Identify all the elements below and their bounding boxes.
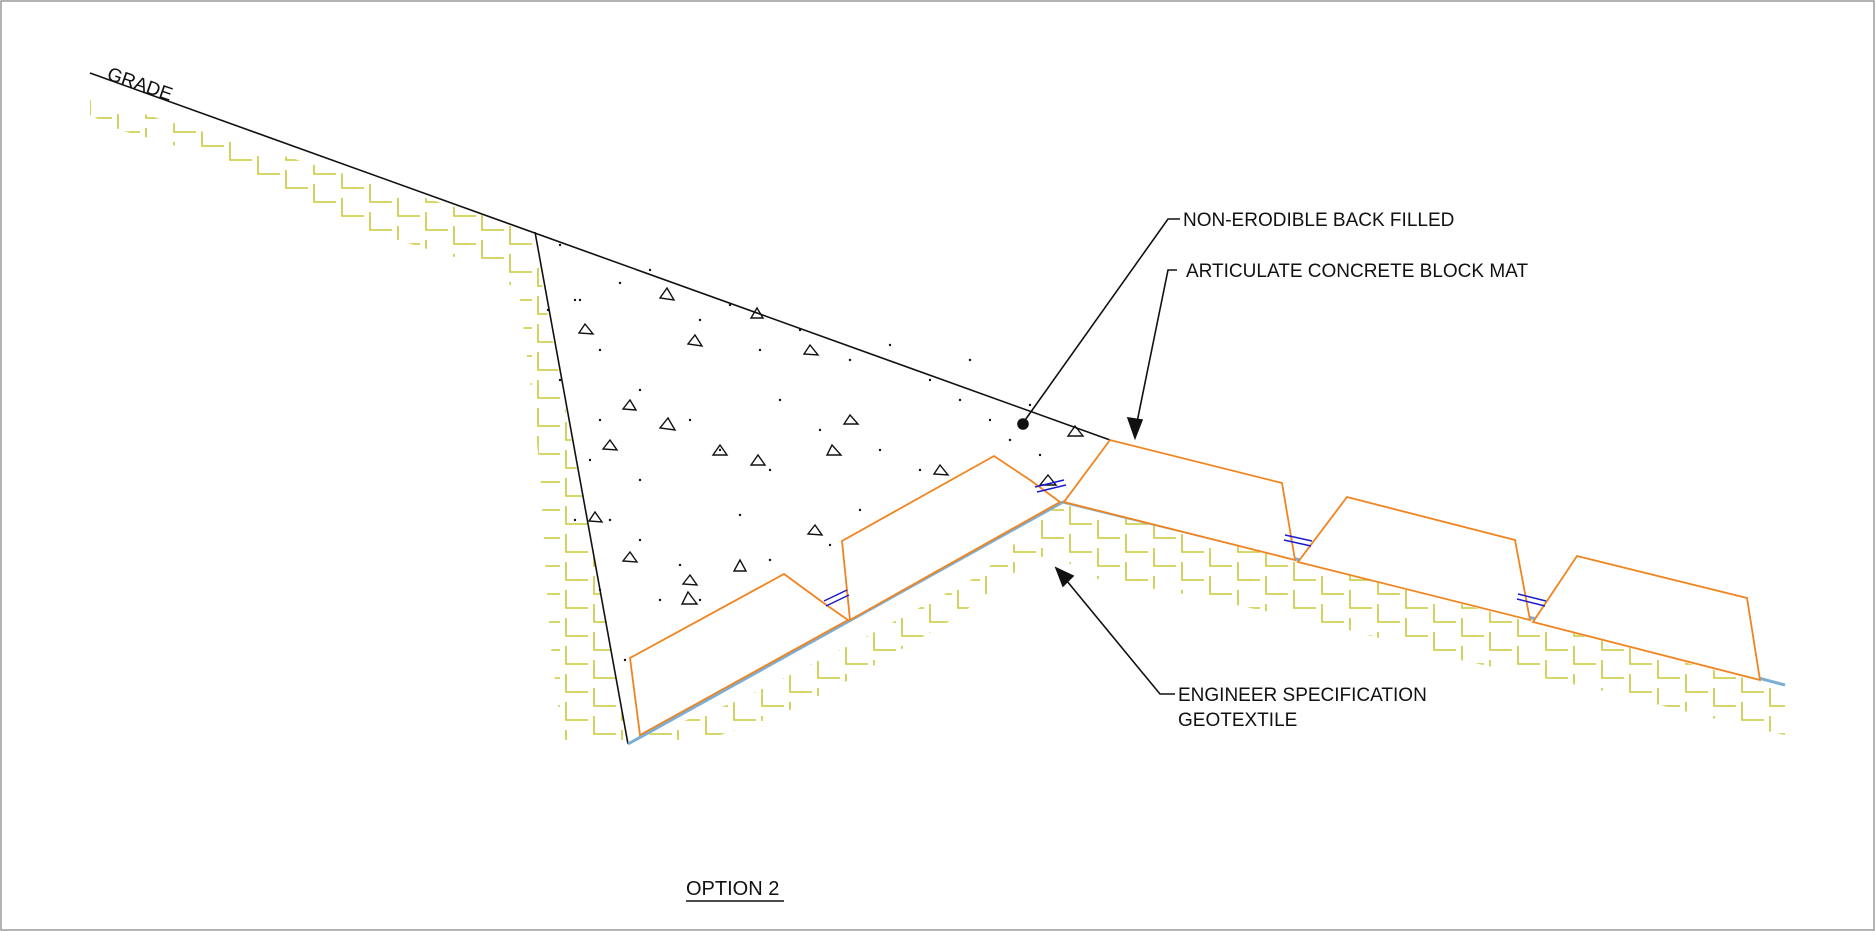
leaders <box>1017 218 1180 695</box>
block-connectors <box>823 479 1547 607</box>
backfill-leader-dot <box>1017 418 1029 430</box>
concrete-block <box>629 572 850 737</box>
backfill-leader <box>1022 218 1180 424</box>
concrete-block <box>1531 554 1762 682</box>
block-mat-arrowhead <box>1126 417 1144 441</box>
backfill-label: NON-ERODIBLE BACK FILLED <box>1183 210 1454 231</box>
block-mat-label: ARTICULATE CONCRETE BLOCK MAT <box>1186 261 1528 282</box>
soil-hatch <box>90 98 1785 742</box>
backfill-zone <box>535 232 1110 744</box>
geotextile-label-line1: ENGINEER SPECIFICATION <box>1178 685 1427 706</box>
geotextile-leader <box>1061 574 1175 695</box>
backfill-triangles <box>577 286 1085 605</box>
block-mat-leader <box>1134 269 1177 433</box>
concrete-block <box>841 454 1062 622</box>
excavation-edge <box>534 231 629 745</box>
block-mat <box>629 438 1762 737</box>
geotextile-arrowhead <box>1054 566 1075 588</box>
concrete-block <box>1296 495 1532 622</box>
concrete-block <box>1062 438 1297 562</box>
geotextile-label-line2: GEOTEXTILE <box>1178 710 1297 731</box>
option-title: OPTION 2 <box>686 878 779 900</box>
grade-lines <box>89 72 1111 745</box>
grade-line <box>89 72 1111 441</box>
grade-label: GRADE <box>104 64 175 106</box>
